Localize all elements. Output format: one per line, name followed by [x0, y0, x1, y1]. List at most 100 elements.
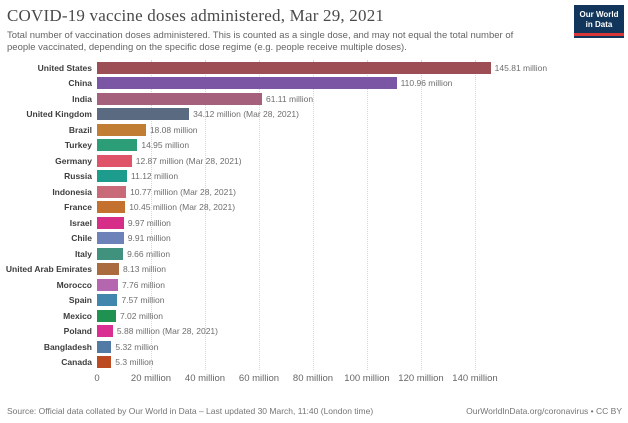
bar-row[interactable]: Chile 9.91 million	[0, 231, 628, 247]
bar-area: 18.08 million	[97, 123, 628, 136]
value-label: 5.88 million (Mar 28, 2021)	[116, 326, 218, 337]
value-label: 9.91 million	[127, 233, 171, 244]
bar-row[interactable]: Mexico 7.02 million	[0, 308, 628, 324]
bar[interactable]	[97, 61, 491, 74]
value-label: 12.87 million (Mar 28, 2021)	[135, 155, 242, 166]
bar-area: 145.81 million	[97, 61, 628, 74]
bar[interactable]	[97, 170, 128, 183]
value-label: 14.95 million	[141, 140, 190, 151]
bar[interactable]	[97, 356, 112, 369]
country-label: Turkey	[64, 140, 92, 151]
value-label: 61.11 million	[265, 93, 314, 104]
country-label: China	[68, 78, 92, 89]
bar-row[interactable]: Spain 7.57 million	[0, 293, 628, 309]
country-label: Poland	[63, 326, 92, 337]
bar[interactable]	[97, 77, 397, 90]
value-label: 5.32 million	[115, 341, 159, 352]
bar-row[interactable]: India 61.11 million	[0, 91, 628, 107]
bar-chart: United States 145.81 million China 110.96 m…	[0, 60, 628, 386]
bar-row[interactable]: China 110.96 million	[0, 76, 628, 92]
country-label: United Arab Emirates	[5, 264, 92, 275]
x-tick-label: 80 million	[292, 373, 334, 384]
bar-area: 5.32 million	[97, 340, 628, 353]
country-label: Canada	[61, 357, 92, 368]
bar[interactable]	[97, 247, 124, 260]
bar-row[interactable]: Poland 5.88 million (Mar 28, 2021)	[0, 324, 628, 340]
bar[interactable]	[97, 201, 126, 214]
bar[interactable]	[97, 294, 118, 307]
owid-logo-line1: Our World	[579, 10, 619, 19]
bar[interactable]	[97, 139, 138, 152]
bar-row[interactable]: Turkey 14.95 million	[0, 138, 628, 154]
bar-area: 11.12 million	[97, 170, 628, 183]
value-label: 10.45 million (Mar 28, 2021)	[129, 202, 236, 213]
bar-area: 5.88 million (Mar 28, 2021)	[97, 325, 628, 338]
owid-url-link[interactable]: OurWorldInData.org/coronavirus	[466, 406, 589, 416]
country-label: Chile	[71, 233, 92, 244]
country-label: Germany	[55, 155, 92, 166]
bar-row[interactable]: United Arab Emirates 8.13 million	[0, 262, 628, 278]
bar-area: 34.12 million (Mar 28, 2021)	[97, 108, 628, 121]
bar-row[interactable]: Italy 9.66 million	[0, 246, 628, 262]
owid-logo[interactable]: Our World in Data	[574, 5, 624, 36]
bar[interactable]	[97, 340, 112, 353]
bar[interactable]	[97, 263, 119, 276]
bar-area: 110.96 million	[97, 77, 628, 90]
chart-header: COVID-19 vaccine doses administered, Mar…	[0, 0, 628, 53]
bar-row[interactable]: Brazil 18.08 million	[0, 122, 628, 138]
bar-area: 12.87 million (Mar 28, 2021)	[97, 154, 628, 167]
bar-area: 61.11 million	[97, 92, 628, 105]
bar[interactable]	[97, 278, 118, 291]
chart-title: COVID-19 vaccine doses administered, Mar…	[7, 6, 385, 25]
bar-row[interactable]: United Kingdom 34.12 million (Mar 28, 202…	[0, 107, 628, 123]
bar-area: 7.57 million	[97, 294, 628, 307]
bar[interactable]	[97, 154, 132, 167]
source-note: Source: Official data collated by Our Wo…	[7, 406, 374, 416]
bar-row[interactable]: Russia 11.12 million	[0, 169, 628, 185]
country-label: United Kingdom	[26, 109, 92, 120]
bar[interactable]	[97, 216, 124, 229]
bar[interactable]	[97, 123, 146, 136]
country-label: Spain	[68, 295, 92, 306]
bar-row[interactable]: Israel 9.97 million	[0, 215, 628, 231]
bar[interactable]	[97, 108, 190, 121]
bar-row[interactable]: Indonesia 10.77 million (Mar 28, 2021)	[0, 184, 628, 200]
bar-area: 10.77 million (Mar 28, 2021)	[97, 185, 628, 198]
owid-logo-line2: in Data	[585, 19, 613, 29]
country-label: Bangladesh	[43, 341, 92, 352]
country-label: Italy	[74, 248, 92, 259]
bar-row[interactable]: Morocco 7.76 million	[0, 277, 628, 293]
chart-subtitle: Total number of vaccination doses admini…	[7, 30, 514, 53]
bar[interactable]	[97, 325, 113, 338]
x-tick-label: 20 million	[130, 373, 172, 384]
bar[interactable]	[97, 232, 124, 245]
value-label: 7.02 million	[119, 310, 163, 321]
bar[interactable]	[97, 185, 127, 198]
bar-row[interactable]: Bangladesh 5.32 million	[0, 339, 628, 355]
bar-area: 8.13 million	[97, 263, 628, 276]
bar-row[interactable]: United States 145.81 million	[0, 60, 628, 76]
value-label: 9.97 million	[127, 217, 171, 228]
bar[interactable]	[97, 309, 116, 322]
bar-rows: United States 145.81 million China 110.96 m…	[0, 60, 628, 370]
bar-row[interactable]: Canada 5.3 million	[0, 355, 628, 371]
chart-footer: Source: Official data collated by Our Wo…	[0, 406, 628, 416]
bar-area: 9.97 million	[97, 216, 628, 229]
bar-area: 10.45 million (Mar 28, 2021)	[97, 201, 628, 214]
bar[interactable]	[97, 92, 262, 105]
value-label: 11.12 million	[131, 171, 179, 182]
bar-area: 7.02 million	[97, 309, 628, 322]
bar-area: 7.76 million	[97, 278, 628, 291]
bar-area: 14.95 million	[97, 139, 628, 152]
bar-row[interactable]: Germany 12.87 million (Mar 28, 2021)	[0, 153, 628, 169]
value-label: 110.96 million	[400, 78, 453, 89]
country-label: Indonesia	[52, 186, 92, 197]
value-label: 8.13 million	[122, 264, 166, 275]
country-label: Mexico	[63, 310, 92, 321]
bar-area: 9.91 million	[97, 232, 628, 245]
country-label: Israel	[69, 217, 92, 228]
bar-row[interactable]: France 10.45 million (Mar 28, 2021)	[0, 200, 628, 216]
bar-area: 9.66 million	[97, 247, 628, 260]
country-label: Brazil	[68, 124, 92, 135]
x-axis: 0 20 million 40 million 60 million 80 millio…	[94, 370, 628, 386]
